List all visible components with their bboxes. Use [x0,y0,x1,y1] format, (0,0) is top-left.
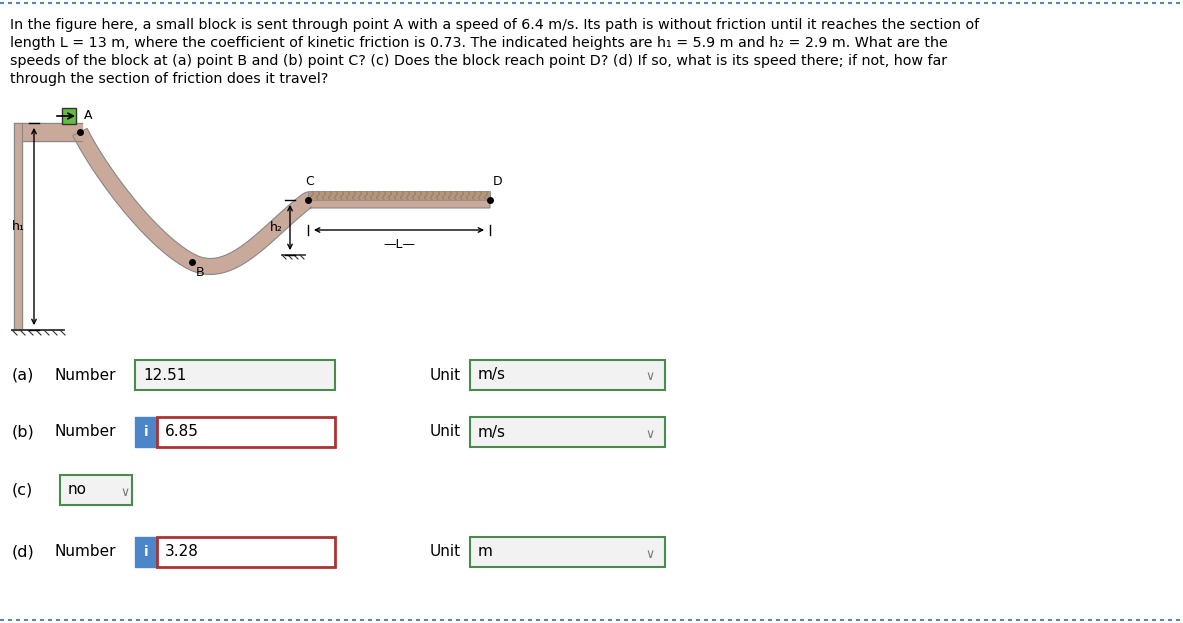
Text: ∨: ∨ [119,485,129,498]
Text: (d): (d) [12,545,34,559]
Text: C: C [305,175,313,188]
Text: h₂: h₂ [270,221,283,234]
Text: h₁: h₁ [12,220,25,233]
Text: A: A [84,109,92,122]
FancyBboxPatch shape [470,417,665,447]
Text: length L = 13 m, where the coefficient of kinetic friction is 0.73. The indicate: length L = 13 m, where the coefficient o… [9,36,948,50]
Polygon shape [308,191,490,200]
Text: Unit: Unit [429,424,461,439]
Text: (b): (b) [12,424,34,439]
FancyBboxPatch shape [470,360,665,390]
FancyBboxPatch shape [135,537,157,567]
Text: 12.51: 12.51 [143,368,187,383]
Text: ∨: ∨ [645,548,654,561]
Text: (c): (c) [12,482,33,498]
Polygon shape [73,128,490,275]
Text: i: i [143,425,148,439]
Text: D: D [493,175,503,188]
Text: In the figure here, a small block is sent through point A with a speed of 6.4 m/: In the figure here, a small block is sen… [9,18,980,32]
Text: 6.85: 6.85 [164,424,199,439]
Text: ∨: ∨ [645,427,654,440]
Text: 3.28: 3.28 [164,545,199,559]
FancyBboxPatch shape [135,360,335,390]
FancyBboxPatch shape [157,537,335,567]
Text: Number: Number [54,424,116,439]
Text: Number: Number [54,368,116,383]
FancyBboxPatch shape [157,417,335,447]
Text: no: no [67,482,88,498]
FancyBboxPatch shape [60,475,132,505]
Text: Unit: Unit [429,368,461,383]
FancyBboxPatch shape [470,537,665,567]
Text: m/s: m/s [478,368,506,383]
Text: i: i [143,545,148,559]
Text: ∨: ∨ [645,371,654,384]
Text: through the section of friction does it travel?: through the section of friction does it … [9,72,329,86]
Text: Number: Number [54,545,116,559]
Text: m: m [478,545,493,559]
Bar [62,108,76,124]
Text: (a): (a) [12,368,34,383]
Text: m/s: m/s [478,424,506,439]
Text: B: B [196,266,205,279]
Text: Unit: Unit [429,545,461,559]
FancyBboxPatch shape [135,417,157,447]
Text: —L—: —L— [383,238,415,251]
Text: speeds of the block at (a) point B and (b) point C? (c) Does the block reach poi: speeds of the block at (a) point B and (… [9,54,948,68]
